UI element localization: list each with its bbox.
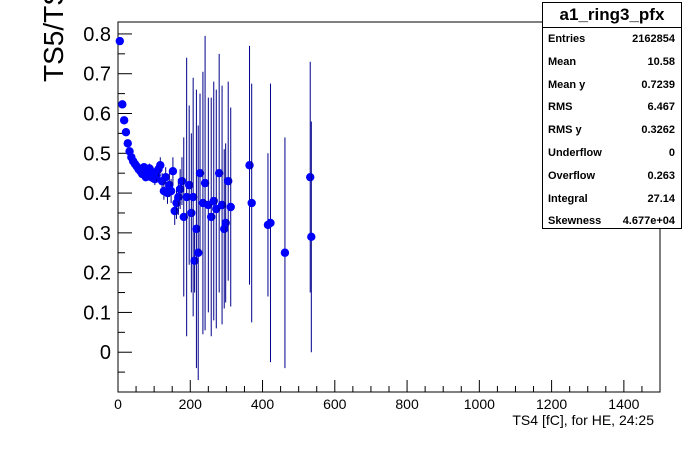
data-point xyxy=(307,232,316,242)
stats-label: RMS y xyxy=(548,124,582,137)
data-point xyxy=(179,212,188,222)
data-point xyxy=(192,224,201,234)
data-point xyxy=(247,198,256,208)
data-point xyxy=(177,176,187,186)
stats-value: 0.263 xyxy=(647,169,675,182)
stats-label: Underflow xyxy=(548,146,602,159)
stats-label: Integral xyxy=(548,192,588,205)
y-tick-label: 0.5 xyxy=(83,143,111,165)
stats-row-mean: Mean 10.58 xyxy=(543,51,681,74)
data-point xyxy=(200,178,210,188)
stats-label: Mean y xyxy=(548,78,586,91)
stats-rows: Entries 2162854 Mean 10.58 Mean y 0.7239 RMS 6.… xyxy=(543,28,681,233)
data-point xyxy=(214,168,224,178)
data-point xyxy=(266,218,275,228)
y-tick-label: 0.7 xyxy=(83,64,111,86)
data-point xyxy=(188,192,198,202)
data-point xyxy=(123,139,132,148)
data-point xyxy=(306,172,315,182)
stats-row-rms-y: RMS y 0.3262 xyxy=(543,119,681,142)
stats-row-mean-y: Mean y 0.7239 xyxy=(543,74,681,97)
x-tick-label: 600 xyxy=(323,396,347,412)
data-point xyxy=(194,248,203,257)
stats-label: Mean xyxy=(548,55,577,68)
x-tick-label: 800 xyxy=(395,396,419,412)
x-tick-label: 1400 xyxy=(608,396,639,412)
y-tick-label: 0.1 xyxy=(83,302,111,324)
y-tick-label: 0.4 xyxy=(83,183,111,205)
y-tick-label: 0.8 xyxy=(83,24,111,46)
stats-label: Overflow xyxy=(548,169,596,182)
stats-label: Entries xyxy=(548,33,586,45)
stats-title: a1_ring3_pfx xyxy=(543,3,681,28)
data-point xyxy=(121,128,131,137)
data-point xyxy=(184,180,194,190)
data-point xyxy=(190,256,199,265)
stats-label: RMS xyxy=(548,101,573,114)
stats-value: 2162854 xyxy=(632,33,675,45)
y-tick-label: 0.3 xyxy=(83,223,111,245)
data-point xyxy=(175,184,185,194)
x-tick-label: 1000 xyxy=(464,396,495,412)
y-tick-label: 0.6 xyxy=(83,104,111,126)
data-point xyxy=(118,100,127,109)
data-point xyxy=(168,166,178,176)
data-point xyxy=(217,200,227,210)
stats-label: Skewness xyxy=(548,215,602,228)
stats-row-overflow: Overflow 0.263 xyxy=(543,165,681,188)
stats-value: 0.7239 xyxy=(641,78,675,91)
stats-value: 27.14 xyxy=(647,192,675,205)
data-point xyxy=(166,186,176,196)
x-tick-label: 400 xyxy=(251,396,275,412)
data-point xyxy=(156,161,165,170)
stats-value: 10.58 xyxy=(647,55,675,68)
stats-row-integral: Integral 27.14 xyxy=(543,188,681,211)
stats-row-skewness: Skewness 4.677e+04 xyxy=(543,210,681,233)
data-point xyxy=(187,208,196,218)
data-point xyxy=(119,116,129,125)
stats-row-underflow: Underflow 0 xyxy=(543,142,681,165)
data-point xyxy=(161,172,170,182)
y-tick-label: 0 xyxy=(100,342,111,364)
x-tick-label: 1200 xyxy=(536,396,567,412)
data-point xyxy=(170,206,179,216)
stats-box: a1_ring3_pfx Entries 2162854 Mean 10.58 Mean… xyxy=(542,2,682,229)
stats-value: 6.467 xyxy=(647,101,675,114)
stats-row-entries: Entries 2162854 xyxy=(543,28,681,51)
stats-row-rms: RMS 6.467 xyxy=(543,96,681,119)
y-tick-label: 0.2 xyxy=(83,263,111,285)
x-tick-label: 0 xyxy=(114,396,122,412)
stats-value: 4.677e+04 xyxy=(622,215,675,228)
data-point xyxy=(280,248,290,257)
y-axis-label: TS5/TS4 xyxy=(38,0,69,82)
data-point xyxy=(115,36,125,46)
x-axis-label: TS4 [fC], for HE, 24:25 xyxy=(512,412,654,428)
data-point xyxy=(245,161,254,170)
x-tick-label: 200 xyxy=(179,396,203,412)
data-point xyxy=(174,192,183,202)
data-point xyxy=(226,202,235,212)
stats-value: 0 xyxy=(668,146,675,159)
data-point xyxy=(195,168,205,178)
stats-value: 0.3262 xyxy=(641,124,675,137)
